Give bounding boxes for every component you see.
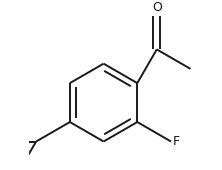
Text: O: O	[152, 1, 162, 14]
Text: F: F	[173, 135, 180, 148]
